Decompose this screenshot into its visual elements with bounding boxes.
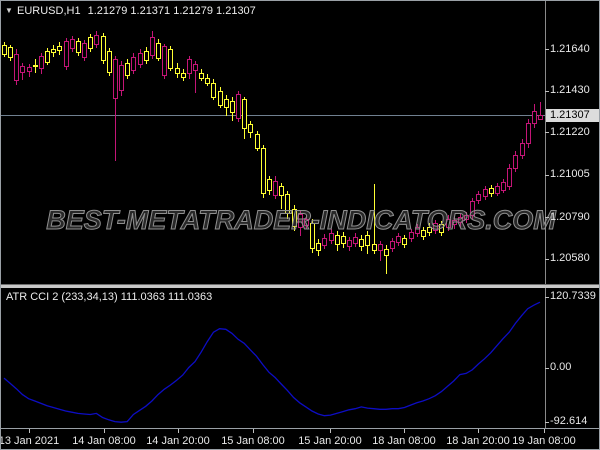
price-axis-label: 1.21005 xyxy=(550,168,590,181)
price-axis-tick xyxy=(545,259,549,260)
time-axis-tick xyxy=(404,429,405,433)
indicator-axis-tick xyxy=(545,297,549,298)
symbol-period-label: EURUSD,H1 xyxy=(17,5,81,17)
price-axis-tick xyxy=(545,132,549,133)
time-axis-tick xyxy=(544,429,545,433)
price-axis-label: 1.21220 xyxy=(550,125,590,138)
time-axis[interactable]: 13 Jan 2021 14 Jan 08:00 14 Jan 20:00 15 Ja… xyxy=(0,429,599,449)
time-axis-label: 18 Jan 20:00 xyxy=(446,435,510,447)
price-axis-label: 1.20580 xyxy=(550,252,590,265)
ohlc-values: 1.21279 1.21371 1.21279 1.21307 xyxy=(87,5,256,17)
indicator-chart[interactable] xyxy=(1,288,545,428)
indicator-axis-label: 0.00 xyxy=(550,361,572,373)
time-axis-tick xyxy=(178,429,179,433)
price-axis-tick xyxy=(545,175,549,176)
time-axis-label: 14 Jan 08:00 xyxy=(72,435,136,447)
time-axis-label: 15 Jan 08:00 xyxy=(221,435,285,447)
time-axis-label: 14 Jan 20:00 xyxy=(146,435,210,447)
indicator-axis-tick xyxy=(545,368,549,369)
panel-separator[interactable] xyxy=(1,284,599,288)
time-axis-tick xyxy=(330,429,331,433)
time-axis-tick xyxy=(253,429,254,433)
price-axis-tick xyxy=(545,217,549,218)
price-axis-border xyxy=(545,1,546,428)
price-axis-tick xyxy=(545,49,549,50)
time-axis-tick xyxy=(29,429,30,433)
indicator-axis-label: -92.614 xyxy=(550,415,588,428)
price-axis-tick xyxy=(545,91,549,92)
indicator-axis-label: 120.7339 xyxy=(550,290,596,302)
price-axis-label: 1.21430 xyxy=(550,84,590,97)
time-axis-label: 19 Jan 08:00 xyxy=(512,435,576,447)
price-axis-label: 1.21640 xyxy=(550,42,590,55)
time-axis-label: 15 Jan 20:00 xyxy=(298,435,362,447)
indicator-axis-tick xyxy=(545,422,549,423)
time-axis-border xyxy=(1,428,599,429)
time-axis-label: 18 Jan 08:00 xyxy=(372,435,436,447)
time-axis-tick xyxy=(104,429,105,433)
price-chart[interactable] xyxy=(1,1,545,284)
time-axis-tick xyxy=(478,429,479,433)
time-axis-label: 13 Jan 2021 xyxy=(0,435,60,447)
current-price-badge: 1.21307 xyxy=(546,109,599,122)
down-triangle-icon: ▼ xyxy=(5,6,13,15)
chart-title: EURUSD,H1 1.21279 1.21371 1.21279 1.21307 xyxy=(17,5,256,17)
price-axis-label: 1.20790 xyxy=(550,210,590,223)
indicator-label: ATR CCI 2 (233,34,13) 111.0363 111.0363 xyxy=(6,291,213,303)
